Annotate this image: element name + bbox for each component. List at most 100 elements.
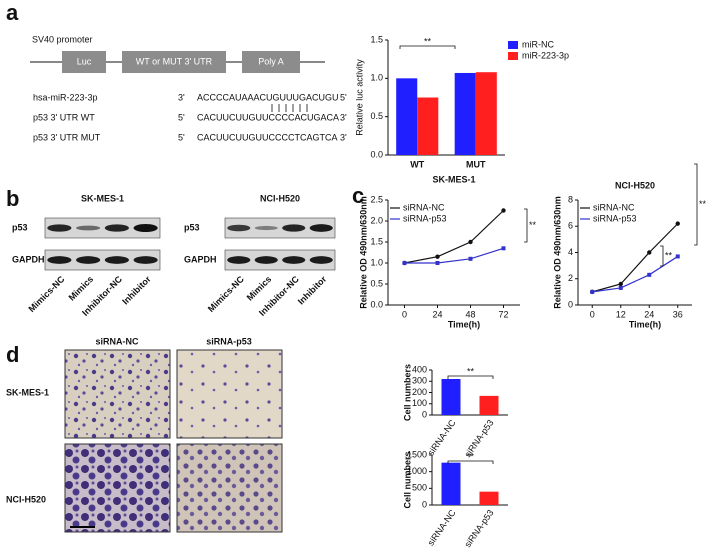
sequence-end: 5' <box>340 92 347 102</box>
y-tick-label: 0.0 <box>370 149 383 159</box>
sequence-end: 3' <box>340 132 347 142</box>
x-tick-label: MUT <box>466 159 486 169</box>
y-tick-label: 6 <box>568 221 573 231</box>
point <box>402 261 407 265</box>
y-tick-label: 1000 <box>407 466 427 476</box>
y-tick-label: 0.5 <box>370 111 383 121</box>
panel-letter: a <box>6 0 19 25</box>
sequence-end: 3' <box>178 92 185 102</box>
sequence-end: 5' <box>178 112 185 122</box>
significance-bracket <box>447 375 494 379</box>
blot-row-label: p53 <box>12 222 28 232</box>
y-tick-label: 1.5 <box>370 236 383 246</box>
y-tick-label: 0.5 <box>370 278 383 288</box>
lane-label: Mimics-NC <box>27 274 67 314</box>
series-line <box>592 223 679 293</box>
sequence: ACCCCAUAAACUGUUUGACUGU <box>197 92 339 102</box>
y-tick-label: 300 <box>412 376 427 386</box>
blot-row-label: GAPDH <box>12 254 45 264</box>
micrograph <box>176 443 283 533</box>
x-tick-label: 24 <box>644 309 654 319</box>
y-tick-label: 2.5 <box>370 194 383 204</box>
point <box>435 254 440 259</box>
blot-band <box>254 256 278 264</box>
y-tick-label: 0.0 <box>370 299 383 309</box>
point <box>647 250 652 255</box>
y-tick-label: 400 <box>412 364 427 374</box>
significance-bracket <box>660 245 664 267</box>
sequence: CACUUCUUGUUCCCCACUGACA <box>197 112 339 122</box>
point <box>435 261 440 265</box>
construct-label: Poly A <box>258 56 284 66</box>
blot-band <box>104 224 129 232</box>
y-axis-label: Relative luc activity <box>354 59 364 136</box>
x-axis-label: Time(h) <box>448 319 480 329</box>
x-tick-label: siRNA-NC <box>426 507 458 547</box>
x-tick-label: 48 <box>465 309 475 319</box>
y-tick-label: 2.0 <box>370 215 383 225</box>
blot-band <box>104 256 129 264</box>
point <box>501 246 506 251</box>
legend-label: siRNA-p53 <box>593 213 637 223</box>
x-tick-label: 72 <box>498 309 508 319</box>
y-tick-label: 0 <box>568 299 573 309</box>
x-tick-label: 12 <box>616 309 626 319</box>
y-tick-label: 1.0 <box>370 257 383 267</box>
blot-band <box>282 224 306 232</box>
series-line <box>404 247 504 264</box>
panel-letter: b <box>6 186 19 211</box>
y-tick-label: 1500 <box>407 449 427 459</box>
blot-band <box>47 256 72 264</box>
blot-band <box>309 224 333 232</box>
bar <box>396 78 418 155</box>
lane-label: Inhibitor <box>120 274 153 307</box>
blot-strip <box>224 217 336 239</box>
bar <box>417 97 439 155</box>
point <box>618 281 623 287</box>
sequence-end: 5' <box>178 132 185 142</box>
y-tick-label: 100 <box>412 398 427 408</box>
significance-bracket <box>399 45 456 49</box>
legend-swatch <box>508 41 518 49</box>
sequence-name: hsa-miR-223-3p <box>33 92 98 102</box>
chart-title: NCI-H520 <box>615 180 655 190</box>
column-label: siRNA-NC <box>95 336 139 346</box>
micrograph <box>176 349 283 439</box>
y-tick-label: 500 <box>412 483 427 493</box>
y-tick-label: 4 <box>568 247 573 257</box>
x-tick-label: siRNA-NC <box>426 417 458 457</box>
micrograph <box>64 349 171 439</box>
x-tick-label: siRNA-p53 <box>462 508 495 549</box>
y-tick-label: 2 <box>568 273 573 283</box>
y-axis-label: Cell numbers <box>402 451 412 508</box>
blot-band <box>282 256 306 264</box>
blot-title: SK-MES-1 <box>81 193 124 203</box>
y-tick-label: 0 <box>422 499 427 509</box>
point <box>675 254 680 259</box>
sequence-end: 3' <box>340 112 347 122</box>
blot-band <box>254 225 278 231</box>
annotation: ** <box>424 36 432 46</box>
construct-box <box>122 51 226 73</box>
annotation: ** <box>467 366 475 376</box>
annotation: ** <box>665 250 673 260</box>
sequence-name: p53 3' UTR WT <box>33 112 95 122</box>
blot-row-label: p53 <box>184 222 200 232</box>
bar <box>479 395 499 415</box>
construct-box <box>242 51 300 73</box>
series-line <box>404 210 504 264</box>
promoter-label: SV40 promoter <box>32 34 93 44</box>
legend-label: miR-NC <box>522 39 554 49</box>
y-tick-label: 0 <box>422 409 427 419</box>
point <box>590 289 595 294</box>
blot-band <box>133 224 158 232</box>
significance-bracket <box>524 208 528 243</box>
y-tick-label: 200 <box>412 387 427 397</box>
blot-band <box>309 256 333 264</box>
sequence-name: p53 3' UTR MUT <box>33 132 101 142</box>
construct-box <box>62 51 106 73</box>
y-axis-label: Relative OD 490nm/630nm <box>552 196 562 309</box>
significance-bracket <box>447 460 494 464</box>
